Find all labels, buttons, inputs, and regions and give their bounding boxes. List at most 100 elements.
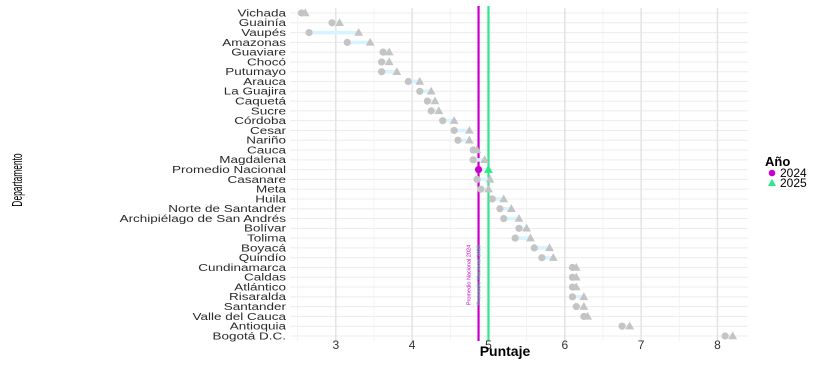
point-2025 bbox=[392, 67, 402, 75]
y-tick-label: Archipiélago de San Andrés bbox=[120, 214, 287, 225]
point-2025 bbox=[579, 292, 589, 301]
point-2025 bbox=[728, 331, 738, 340]
point-2024 bbox=[500, 214, 508, 223]
point-2024 bbox=[379, 48, 387, 56]
reference-lines: Promedio Nacional 2024 Promedio Nacional … bbox=[467, 6, 490, 341]
point-2025 bbox=[434, 106, 444, 115]
point-2024 bbox=[618, 322, 626, 330]
point-2024 bbox=[378, 68, 386, 76]
y-tick-label: Meta bbox=[256, 184, 287, 195]
point-2025 bbox=[426, 86, 436, 95]
reference-line-label: Promedio Nacional 2024 bbox=[467, 245, 473, 305]
point-2025 bbox=[545, 243, 554, 252]
point-2024 bbox=[404, 77, 412, 86]
y-tick-label: Caquetá bbox=[235, 96, 287, 107]
point-2025 bbox=[384, 57, 394, 66]
x-tick-label: 8 bbox=[714, 338, 721, 352]
y-tick-label: Antioquia bbox=[230, 321, 287, 332]
point-2025 bbox=[548, 253, 558, 261]
point-2024 bbox=[515, 224, 523, 232]
y-axis-title: Departamento bbox=[8, 153, 25, 206]
y-tick-label: Sucre bbox=[251, 106, 287, 117]
y-tick-label: Atlántico bbox=[234, 282, 286, 293]
y-tick-label: Tolima bbox=[247, 233, 287, 244]
point-2025 bbox=[484, 184, 493, 193]
points bbox=[297, 8, 738, 340]
point-2025 bbox=[485, 174, 495, 183]
x-tick-label: 6 bbox=[561, 338, 568, 352]
x-tick-label: 5 bbox=[485, 338, 492, 352]
x-tick-label: 7 bbox=[638, 338, 645, 352]
y-tick-label: Casanare bbox=[228, 175, 287, 186]
point-2025 bbox=[384, 47, 394, 56]
y-tick-label: Chocó bbox=[247, 57, 287, 68]
y-tick-label: Bogotá D.C. bbox=[213, 331, 286, 342]
point-2024 bbox=[450, 126, 458, 135]
point-2024 bbox=[530, 244, 538, 252]
point-2025 bbox=[526, 233, 535, 242]
y-tick-label: Amazonas bbox=[222, 38, 286, 49]
point-2025 bbox=[499, 194, 509, 203]
point-2025 bbox=[583, 311, 593, 320]
point-2025 bbox=[465, 125, 474, 134]
x-tick-label: 3 bbox=[332, 338, 339, 352]
y-tick-label: La Guajira bbox=[224, 86, 287, 97]
legend-title: Año bbox=[765, 154, 790, 169]
y-tick-label: Valle del Cauca bbox=[193, 312, 287, 323]
y-tick-labels: VichadaGuainíaVaupésAmazonasGuaviareChoc… bbox=[120, 8, 287, 342]
point-2024 bbox=[538, 254, 546, 262]
point-2024 bbox=[488, 195, 496, 203]
y-tick-label: Guainía bbox=[239, 18, 287, 29]
point-2025 bbox=[571, 262, 581, 271]
point-2025 bbox=[625, 321, 635, 330]
point-2025 bbox=[484, 165, 493, 173]
point-2024 bbox=[343, 38, 351, 46]
y-tick-label: Nariño bbox=[246, 135, 286, 146]
point-2024 bbox=[378, 58, 386, 66]
point-2024 bbox=[305, 28, 313, 37]
point-2024 bbox=[454, 136, 462, 144]
y-tick-label: Norte de Santander bbox=[168, 204, 286, 215]
legend-marker-triangle bbox=[768, 178, 776, 186]
point-2025 bbox=[480, 155, 490, 164]
point-2025 bbox=[506, 204, 516, 212]
y-tick-label: Putumayo bbox=[225, 67, 286, 78]
point-2024 bbox=[439, 117, 447, 125]
point-2024 bbox=[328, 19, 336, 27]
y-tick-label: Cundinamarca bbox=[198, 263, 286, 274]
point-2025 bbox=[430, 96, 440, 105]
y-tick-label: Vaupés bbox=[241, 28, 286, 39]
y-tick-label: Arauca bbox=[243, 77, 286, 88]
point-2024 bbox=[474, 166, 483, 174]
x-tick-labels: 3 4 5 6 7 8 bbox=[332, 338, 721, 352]
y-tick-label: Promedio Nacional bbox=[172, 165, 286, 176]
y-tick-label: Magdalena bbox=[219, 155, 286, 166]
legend-label: 2024 bbox=[780, 166, 807, 180]
point-2024 bbox=[572, 303, 580, 311]
point-2024 bbox=[511, 234, 519, 242]
point-2024 bbox=[427, 107, 435, 115]
point-2025 bbox=[335, 18, 344, 27]
point-2025 bbox=[300, 8, 310, 17]
x-tick-label: 4 bbox=[409, 338, 416, 352]
point-2025 bbox=[579, 302, 589, 310]
y-tick-label: Bolívar bbox=[244, 223, 286, 234]
point-2025 bbox=[472, 145, 482, 154]
point-2024 bbox=[568, 293, 577, 301]
y-tick-label: Huila bbox=[255, 194, 286, 205]
point-2025 bbox=[571, 272, 581, 281]
point-2025 bbox=[514, 213, 524, 222]
point-2025 bbox=[365, 37, 375, 46]
y-tick-label: Risaralda bbox=[229, 292, 286, 303]
point-2025 bbox=[465, 135, 474, 144]
y-tick-label: Córdoba bbox=[234, 116, 286, 127]
point-2024 bbox=[473, 175, 481, 183]
point-2025 bbox=[571, 282, 581, 291]
y-tick-label: Cauca bbox=[247, 145, 287, 156]
y-tick-label: Cesar bbox=[250, 126, 286, 137]
y-tick-label: Boyacá bbox=[241, 243, 287, 254]
